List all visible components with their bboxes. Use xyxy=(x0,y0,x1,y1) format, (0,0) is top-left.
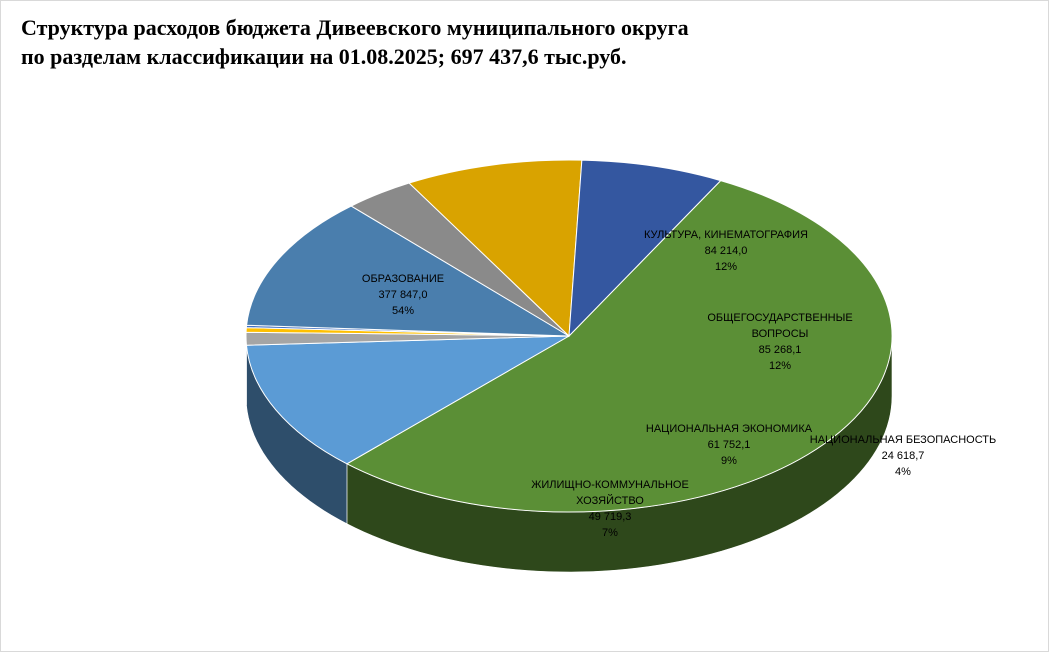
pie-slice-жилищно-коммунальное-хозяйство xyxy=(568,159,722,338)
pie-slice-культура-кинематография xyxy=(245,335,570,465)
chart-title-line-2: по разделам классификации на 01.08.2025;… xyxy=(21,44,627,69)
data-label-национальная-экономика: НАЦИОНАЛЬНАЯ ЭКОНОМИКА 61 752,1 9% xyxy=(646,423,813,467)
label-name-жилищно-коммунальное-хозяйство: ЖИЛИЩНО-КОММУНАЛЬНОЕ xyxy=(531,479,689,491)
label-name-жилищно-коммунальное-хозяйство: ХОЗЯЙСТВО xyxy=(576,494,644,507)
label-value-образование: 377 847,0 xyxy=(379,289,428,301)
data-label-общегосударственные-вопросы: ОБЩЕГОСУДАРСТВЕННЫЕ ВОПРОСЫ 85 268,1 12% xyxy=(707,312,852,372)
data-label-культура-кинематография: КУЛЬТУРА, КИНЕМАТОГРАФИЯ 84 214,0 12% xyxy=(644,229,808,273)
label-name-общегосударственные-вопросы: ОБЩЕГОСУДАРСТВЕННЫЕ xyxy=(707,312,852,324)
data-label-национальная-безопасность: НАЦИОНАЛЬНАЯ БЕЗОПАСНОСТЬ 24 618,7 4% xyxy=(810,434,996,478)
label-percent-общегосударственные-вопросы: 12% xyxy=(769,360,791,372)
label-percent-культура-кинематография: 12% xyxy=(715,261,737,273)
chart-title-line-1: Структура расходов бюджета Дивеевского м… xyxy=(21,15,689,40)
label-value-национальная-безопасность: 24 618,7 xyxy=(882,450,925,462)
pie-slice-общегосударственные-вопросы xyxy=(246,205,570,337)
pie-labels: ОБРАЗОВАНИЕ 377 847,0 54% КУЛЬТУРА, КИНЕМАТ… xyxy=(362,229,996,539)
data-label-жилищно-коммунальное-хозяйство: ЖИЛИЩНО-КОММУНАЛЬНОЕ ХОЗЯЙСТВО 49 719,3 7% xyxy=(531,479,689,539)
label-name-общегосударственные-вопросы: ВОПРОСЫ xyxy=(752,328,809,340)
label-name-культура-кинематография: КУЛЬТУРА, КИНЕМАТОГРАФИЯ xyxy=(644,229,808,241)
label-name-образование: ОБРАЗОВАНИЕ xyxy=(362,273,444,285)
pie-tops xyxy=(245,159,893,513)
data-label-образование: ОБРАЗОВАНИЕ 377 847,0 54% xyxy=(362,273,444,317)
pie-slice-образование xyxy=(345,180,893,513)
label-name-национальная-экономика: НАЦИОНАЛЬНАЯ ЭКОНОМИКА xyxy=(646,423,813,435)
label-value-национальная-экономика: 61 752,1 xyxy=(708,439,751,451)
label-value-общегосударственные-вопросы: 85 268,1 xyxy=(759,344,802,356)
label-percent-национальная-экономика: 9% xyxy=(721,455,737,467)
label-value-культура-кинематография: 84 214,0 xyxy=(705,245,748,257)
pie-slice-национальная-экономика xyxy=(408,159,583,338)
label-percent-образование: 54% xyxy=(392,305,414,317)
label-percent-жилищно-коммунальное-хозяйство: 7% xyxy=(602,527,618,539)
chart-title: Структура расходов бюджета Дивеевского м… xyxy=(21,13,689,71)
label-percent-национальная-безопасность: 4% xyxy=(895,466,911,478)
label-value-жилищно-коммунальное-хозяйство: 49 719,3 xyxy=(589,511,632,523)
label-name-национальная-безопасность: НАЦИОНАЛЬНАЯ БЕЗОПАСНОСТЬ xyxy=(810,434,996,446)
